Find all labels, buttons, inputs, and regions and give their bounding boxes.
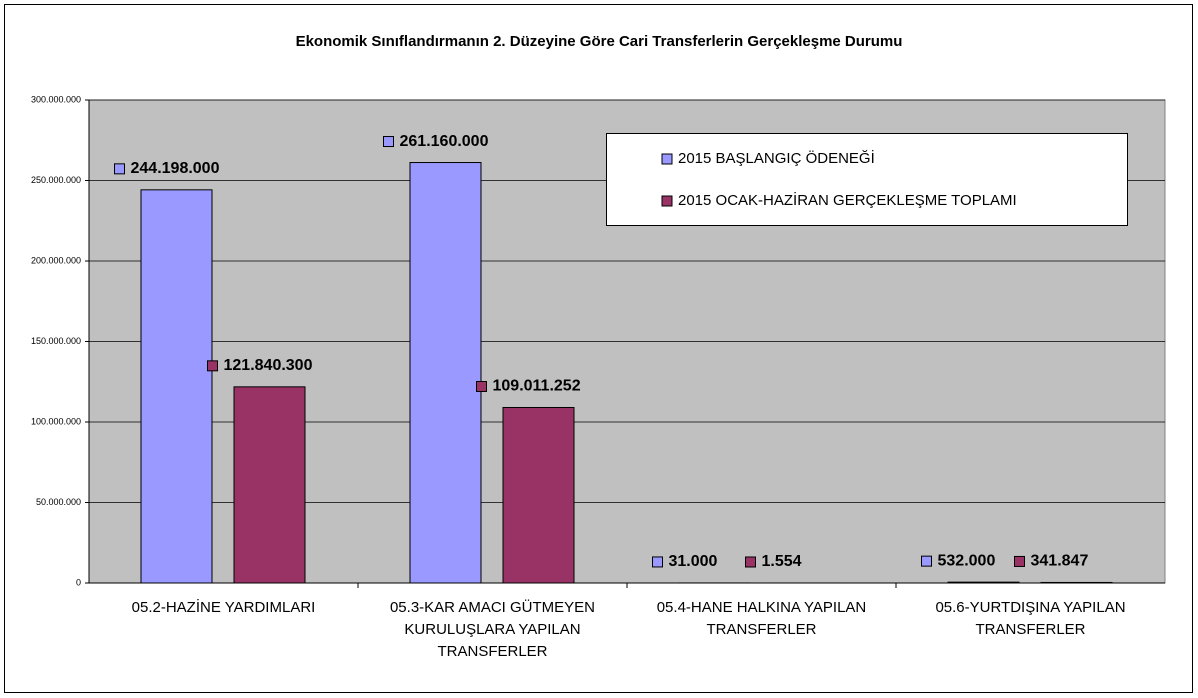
- value-label-marker: [745, 556, 756, 568]
- value-label-marker: [921, 555, 932, 567]
- value-label: 1.554: [762, 553, 802, 570]
- value-label-marker: [114, 163, 125, 175]
- y-tick-label: 100.000.000: [31, 416, 81, 426]
- y-tick-label: 250.000.000: [31, 175, 81, 185]
- x-tick-label: 05.2-HAZİNE YARDIMLARI: [131, 599, 316, 616]
- y-tick-label: 300.000.000: [31, 94, 81, 104]
- value-label: 109.011.252: [493, 378, 581, 395]
- x-tick-label: 05.3-KAR AMACI GÜTMEYEN KURULUŞLARA YAPI…: [389, 599, 596, 660]
- legend-label: 2015 OCAK-HAZİRAN GERÇEKLEŞME TOPLAMI: [678, 191, 1017, 209]
- value-label: 341.847: [1031, 553, 1089, 570]
- x-tick-label: 05.4-HANE HALKINA YAPILAN TRANSFERLER: [656, 599, 867, 638]
- value-label: 121.840.300: [224, 357, 313, 374]
- chart-title: Ekonomik Sınıflandırmanın 2. Düzeyine Gö…: [296, 33, 903, 50]
- value-label-marker: [476, 380, 487, 392]
- bar: [409, 162, 482, 584]
- value-label: 532.000: [938, 552, 996, 569]
- value-label-marker: [207, 360, 218, 372]
- bar: [947, 581, 1020, 584]
- legend-swatch: [661, 153, 673, 165]
- value-label-marker: [383, 136, 394, 148]
- value-label-marker: [652, 556, 663, 568]
- bar: [233, 386, 306, 584]
- y-tick-label: 150.000.000: [31, 336, 81, 346]
- y-tick-label: 200.000.000: [31, 255, 81, 265]
- value-label-marker: [1014, 555, 1025, 567]
- value-label: 31.000: [669, 553, 718, 570]
- legend-label: 2015 BAŞLANGIÇ ÖDENEĞİ: [678, 149, 875, 167]
- bar: [1040, 581, 1113, 584]
- legend-box: [606, 133, 1128, 226]
- y-tick-label: 0: [76, 577, 81, 587]
- value-label: 261.160.000: [400, 133, 489, 150]
- bar: [140, 189, 213, 584]
- bar: [502, 406, 575, 584]
- value-label: 244.198.000: [131, 160, 220, 177]
- y-tick-label: 50.000.000: [36, 497, 81, 507]
- x-tick-label: 05.6-YURTDIŞINA YAPILAN TRANSFERLER: [935, 599, 1126, 638]
- legend-swatch: [661, 195, 673, 207]
